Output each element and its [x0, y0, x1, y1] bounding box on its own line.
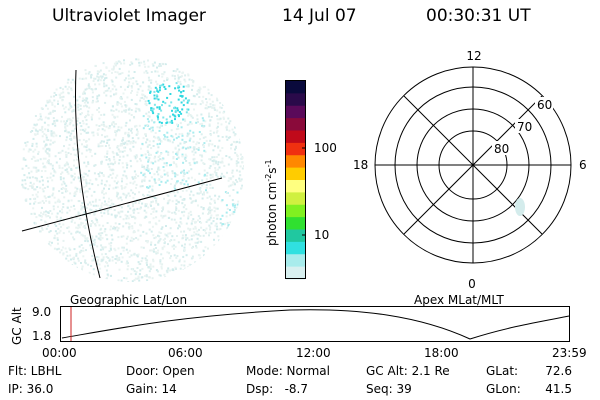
glon-label: GLon: — [486, 382, 521, 396]
colorbar-swatch — [286, 192, 305, 206]
xtick-2359: 23:59 — [552, 346, 587, 360]
geographic-image — [21, 58, 244, 282]
xtick-0600: 06:00 — [168, 346, 203, 360]
dsp-label: Dsp: -8.7 — [246, 382, 309, 396]
xtick-0000: 00:00 — [42, 346, 77, 360]
colorbar-swatch — [286, 130, 305, 144]
altitude-curve — [61, 309, 570, 340]
auroral-emission-map — [21, 58, 244, 282]
colorbar-swatch — [286, 241, 305, 255]
colorbar-tick-10: 10 — [314, 228, 330, 242]
gain-label: Gain: 14 — [126, 382, 177, 396]
door-status: Door: Open — [126, 364, 195, 378]
instrument-title: Ultraviolet Imager — [52, 6, 206, 26]
colorbar-swatch — [286, 204, 305, 218]
mlt-label-12: 12 — [466, 49, 481, 63]
colorbar-swatch — [286, 105, 305, 119]
xtick-1200: 12:00 — [296, 346, 331, 360]
colorbar-swatch — [286, 118, 305, 131]
lat-label-70: 70 — [517, 120, 532, 134]
mlt-label-0: 0 — [468, 277, 476, 291]
longitude-line — [75, 69, 101, 279]
ytick-9: 9.0 — [32, 305, 52, 319]
orbit-altitude-timeline[interactable] — [60, 306, 574, 346]
ip-label: IP: 36.0 — [8, 382, 54, 396]
polar-emission-patch — [515, 198, 525, 216]
colorbar-swatch — [286, 254, 305, 268]
lat-label-80: 80 — [494, 142, 509, 156]
colorbar-swatch — [286, 93, 305, 107]
xtick-1800: 18:00 — [424, 346, 459, 360]
colorbar-swatch — [286, 266, 305, 280]
gc-alt-label: GC Alt: 2.1 Re — [366, 364, 450, 378]
colorbar-swatch — [286, 81, 305, 94]
colorbar-axis-label: photon cm-2s-1 — [264, 159, 279, 246]
time-label: 00:30:31 UT — [426, 6, 531, 26]
seq-label: Seq: 39 — [366, 382, 412, 396]
date-label: 14 Jul 07 — [282, 6, 357, 26]
apex-polar-plot: 12 18 6 0 60 70 80 — [353, 49, 587, 291]
glat-label: GLat: — [486, 364, 519, 378]
glon-value: 41.5 — [545, 382, 572, 396]
lat-label-60: 60 — [537, 98, 552, 112]
apex-caption: Apex MLat/MLT — [414, 293, 504, 307]
ytick-1-8: 1.8 — [32, 329, 52, 343]
colorbar-swatch — [286, 167, 305, 181]
colorbar-swatch — [286, 180, 305, 193]
colorbar-swatch — [286, 142, 305, 156]
filter-label: Flt: LBHL — [8, 364, 62, 378]
mlt-label-6: 6 — [579, 158, 587, 172]
latitude-line — [21, 177, 223, 232]
colorbar-swatch — [286, 155, 305, 169]
gc-alt-axis-label: GC Alt — [10, 307, 24, 345]
colorbar-tick-100: 100 — [314, 141, 337, 155]
colorbar-swatch — [286, 217, 305, 230]
colorbar-swatch — [286, 229, 305, 243]
mlt-label-18: 18 — [353, 158, 368, 172]
geographic-caption: Geographic Lat/Lon — [70, 293, 188, 307]
glat-value: 72.6 — [545, 364, 572, 378]
mode-label: Mode: Normal — [246, 364, 330, 378]
